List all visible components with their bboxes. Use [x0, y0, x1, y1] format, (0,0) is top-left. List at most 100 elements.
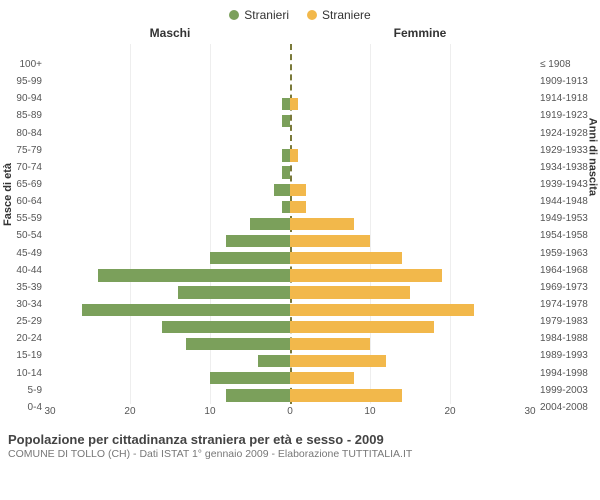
bar-row — [50, 387, 530, 404]
header-maschi: Maschi — [0, 26, 300, 40]
chart-title: Popolazione per cittadinanza straniera p… — [8, 432, 592, 447]
x-tick-label: 10 — [364, 406, 375, 417]
bar-row — [50, 198, 530, 215]
bar-male — [282, 166, 290, 178]
age-label: 70-74 — [0, 159, 46, 176]
bar-row — [50, 130, 530, 147]
birth-label: 1984-1988 — [536, 330, 600, 347]
x-tick-label: 30 — [44, 406, 55, 417]
x-tick-label: 10 — [204, 406, 215, 417]
birth-label: 1954-1958 — [536, 227, 600, 244]
bar-row — [50, 113, 530, 130]
bar-male — [282, 201, 290, 213]
age-label: 55-59 — [0, 210, 46, 227]
footer: Popolazione per cittadinanza straniera p… — [0, 426, 600, 460]
bar-row — [50, 335, 530, 352]
bar-female — [290, 218, 354, 230]
y-right-labels: ≤ 19081909-19131914-19181919-19231924-19… — [536, 56, 600, 416]
bar-male — [82, 304, 290, 316]
bar-female — [290, 286, 410, 298]
bar-row — [50, 370, 530, 387]
birth-label: 1999-2003 — [536, 382, 600, 399]
bar-rows — [50, 44, 530, 404]
bar-male — [226, 389, 290, 401]
birth-label: 1959-1963 — [536, 245, 600, 262]
bar-female — [290, 338, 370, 350]
age-label: 100+ — [0, 56, 46, 73]
bar-row — [50, 147, 530, 164]
bar-male — [162, 321, 290, 333]
age-label: 80-84 — [0, 125, 46, 142]
age-label: 85-89 — [0, 107, 46, 124]
bar-female — [290, 184, 306, 196]
bar-row — [50, 318, 530, 335]
bar-female — [290, 304, 474, 316]
birth-label: 1964-1968 — [536, 262, 600, 279]
age-label: 0-4 — [0, 399, 46, 416]
age-label: 30-34 — [0, 296, 46, 313]
bar-male — [250, 218, 290, 230]
bar-row — [50, 267, 530, 284]
birth-label: 1919-1923 — [536, 107, 600, 124]
bar-male — [210, 252, 290, 264]
x-axis: 3020100102030 — [50, 404, 530, 426]
bar-female — [290, 235, 370, 247]
legend-item-female: Straniere — [307, 8, 371, 22]
legend-item-male: Stranieri — [229, 8, 289, 22]
bar-female — [290, 98, 298, 110]
legend-female-label: Straniere — [322, 8, 371, 22]
bar-row — [50, 61, 530, 78]
swatch-male — [229, 10, 239, 20]
bar-row — [50, 95, 530, 112]
bar-row — [50, 233, 530, 250]
birth-label: 1994-1998 — [536, 365, 600, 382]
birth-label: 2004-2008 — [536, 399, 600, 416]
bar-row — [50, 78, 530, 95]
bar-male — [210, 372, 290, 384]
bar-male — [282, 149, 290, 161]
age-label: 15-19 — [0, 347, 46, 364]
birth-label: ≤ 1908 — [536, 56, 600, 73]
bar-row — [50, 44, 530, 61]
bar-female — [290, 149, 298, 161]
bar-male — [274, 184, 290, 196]
age-label: 95-99 — [0, 73, 46, 90]
swatch-female — [307, 10, 317, 20]
age-label: 90-94 — [0, 90, 46, 107]
chart-wrap: Maschi Femmine Fasce di età Anni di nasc… — [0, 26, 600, 426]
age-label: 60-64 — [0, 193, 46, 210]
birth-label: 1914-1918 — [536, 90, 600, 107]
x-tick-label: 0 — [287, 406, 293, 417]
bar-male — [282, 115, 290, 127]
birth-label: 1949-1953 — [536, 210, 600, 227]
age-label: 50-54 — [0, 227, 46, 244]
age-label: 20-24 — [0, 330, 46, 347]
bar-row — [50, 181, 530, 198]
bar-row — [50, 284, 530, 301]
bar-row — [50, 353, 530, 370]
x-tick-label: 30 — [524, 406, 535, 417]
age-label: 35-39 — [0, 279, 46, 296]
bar-male — [226, 235, 290, 247]
column-headers: Maschi Femmine — [0, 26, 600, 40]
birth-label: 1924-1928 — [536, 125, 600, 142]
chart-area — [50, 44, 530, 404]
x-tick-label: 20 — [124, 406, 135, 417]
bar-row — [50, 250, 530, 267]
bar-female — [290, 201, 306, 213]
y-left-labels: 100+95-9990-9485-8980-8475-7970-7465-696… — [0, 56, 46, 416]
bar-female — [290, 321, 434, 333]
age-label: 65-69 — [0, 176, 46, 193]
bar-female — [290, 269, 442, 281]
age-label: 40-44 — [0, 262, 46, 279]
age-label: 45-49 — [0, 245, 46, 262]
birth-label: 1929-1933 — [536, 142, 600, 159]
bar-row — [50, 301, 530, 318]
x-tick-label: 20 — [444, 406, 455, 417]
bar-male — [282, 98, 290, 110]
birth-label: 1909-1913 — [536, 73, 600, 90]
birth-label: 1969-1973 — [536, 279, 600, 296]
bar-male — [98, 269, 290, 281]
age-label: 75-79 — [0, 142, 46, 159]
bar-female — [290, 389, 402, 401]
